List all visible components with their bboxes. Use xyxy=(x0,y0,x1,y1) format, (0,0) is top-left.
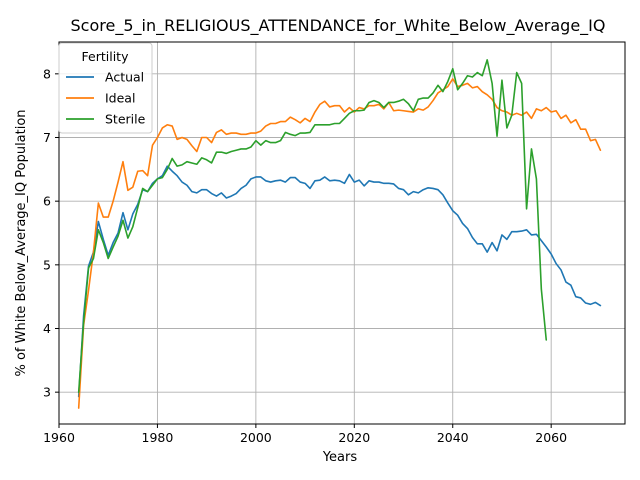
x-axis-ticks: 1960 1980 2000 2020 2040 2060 xyxy=(43,424,567,445)
x-tick-label: 2060 xyxy=(535,430,567,445)
y-tick-label: 6 xyxy=(43,194,51,209)
legend: Fertility Actual Ideal Sterile xyxy=(59,43,152,133)
chart-title: Score_5_in_RELIGIOUS_ATTENDANCE_for_Whit… xyxy=(71,16,606,36)
y-tick-label: 8 xyxy=(43,66,51,81)
legend-label-ideal: Ideal xyxy=(105,91,135,106)
series-line-ideal xyxy=(79,79,601,408)
x-tick-label: 2020 xyxy=(338,430,370,445)
y-tick-label: 3 xyxy=(43,385,51,400)
y-axis-label: % of White Below_Average_IQ Population xyxy=(14,109,29,376)
legend-label-sterile: Sterile xyxy=(105,112,146,127)
legend-label-actual: Actual xyxy=(105,70,144,85)
x-tick-label: 2040 xyxy=(437,430,469,445)
legend-title: Fertility xyxy=(82,49,130,64)
x-tick-label: 2000 xyxy=(240,430,272,445)
y-axis-ticks: 3 4 5 6 7 8 xyxy=(43,66,59,399)
x-tick-label: 1960 xyxy=(43,430,75,445)
x-axis-label: Years xyxy=(322,450,358,465)
y-tick-label: 5 xyxy=(43,257,51,272)
series-layer xyxy=(79,60,601,408)
x-tick-label: 1980 xyxy=(142,430,174,445)
y-tick-label: 7 xyxy=(43,130,51,145)
y-tick-label: 4 xyxy=(43,321,51,336)
